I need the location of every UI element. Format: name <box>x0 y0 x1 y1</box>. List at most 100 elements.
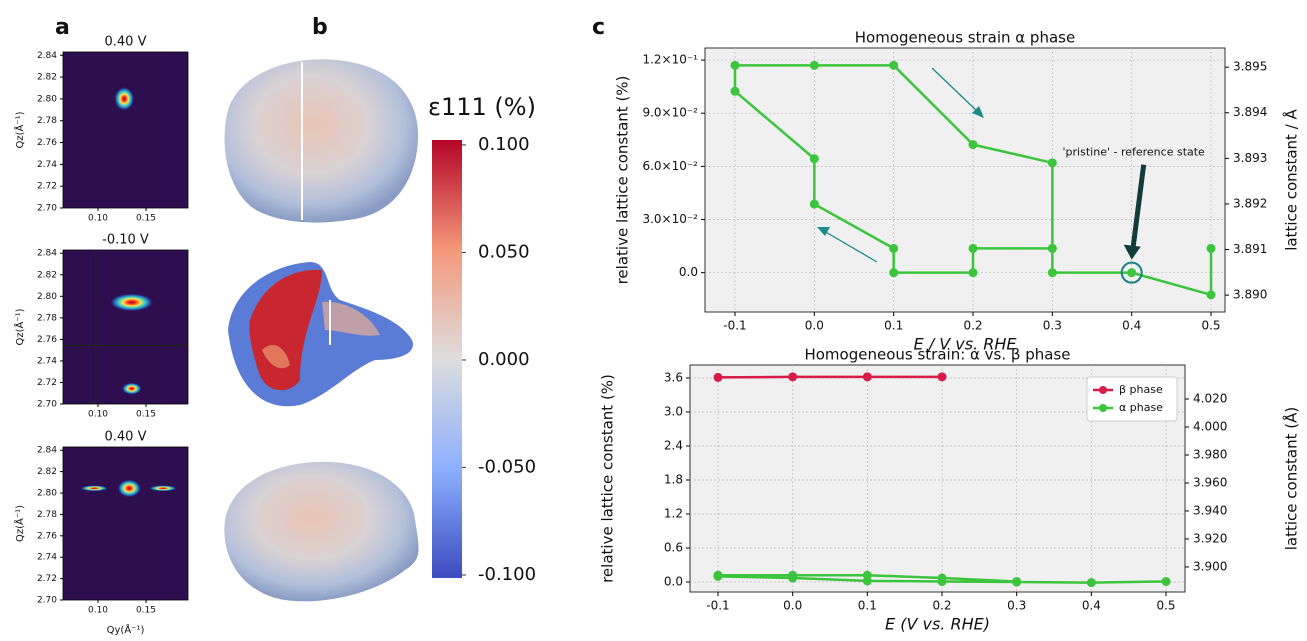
data-point <box>730 60 740 70</box>
data-point <box>1206 290 1216 300</box>
y-tick-label: 3.0×10⁻² <box>642 212 698 226</box>
y-tick-label: 2.74 <box>37 356 57 366</box>
y2-tick-label: 3.891 <box>1233 242 1267 256</box>
x-axis-label: E / V vs. RHE <box>914 335 1018 354</box>
chart-title: -0.10 V <box>102 233 149 248</box>
series-line <box>716 573 1167 584</box>
data-point <box>713 372 723 382</box>
y-tick-label: 3.0 <box>664 404 683 418</box>
plot-area <box>704 47 1226 313</box>
y2-axis-label: lattice constant (Å) <box>1282 407 1301 550</box>
data-point <box>1206 243 1216 253</box>
render-middle <box>228 262 413 407</box>
data-point <box>1047 158 1057 168</box>
y-tick-label: 1.2×10⁻¹ <box>642 53 698 67</box>
y-tick-label: 2.70 <box>37 204 57 214</box>
heatmap: 0.10 0.15 2.70 2.72 2.74 2.76 2.78 2.80 2.82 2.84 <box>37 446 189 616</box>
y2-tick-label: 4.000 <box>1193 419 1227 433</box>
chart-title: Homogeneous strain: α vs. β phase <box>804 346 1070 364</box>
x-tick-label: 0.15 <box>136 214 156 224</box>
colorbar-tick-label: -0.050 <box>478 456 536 477</box>
x-tick-label: 0.4 <box>1082 599 1101 613</box>
trend-arrowhead <box>972 106 984 118</box>
y-tick-label: 1.2 <box>664 507 683 521</box>
y-tick-label: 2.78 <box>37 116 57 126</box>
data-point <box>809 60 819 70</box>
y2-tick-label: 3.980 <box>1193 447 1227 461</box>
y-axis-label: Qz(Å⁻¹) <box>13 111 26 148</box>
legend-marker <box>1099 386 1107 394</box>
y-tick-label: 2.70 <box>37 596 57 606</box>
x-tick-label: 0.10 <box>88 606 108 616</box>
data-point <box>1047 268 1057 278</box>
data-point <box>889 268 899 278</box>
legend-box <box>1086 376 1178 422</box>
annotation: 'pristine' - reference state <box>1063 146 1206 159</box>
data-point <box>1047 243 1057 253</box>
x-axis-label: Qy(Å⁻¹) <box>107 623 145 636</box>
x-tick-label: 0.15 <box>136 606 156 616</box>
y2-tick-label: 3.894 <box>1233 105 1267 119</box>
annotation-arrow <box>1130 164 1147 251</box>
y-axis-label: relative lattice constant (%) <box>614 76 632 285</box>
y-tick-label: 2.72 <box>37 574 57 584</box>
diffraction-spot <box>80 485 109 492</box>
chart-title: 0.40 V <box>105 35 147 50</box>
render-top <box>224 59 419 223</box>
y-axis-label: relative lattice constant (%) <box>599 374 617 583</box>
data-point <box>937 576 947 586</box>
colorbar-tick-label: 0.100 <box>478 134 530 155</box>
y2-tick-label: 3.890 <box>1233 288 1267 302</box>
heatmap: 0.10 0.15 2.70 2.72 2.74 2.76 2.78 2.80 2.82 2.84 <box>37 249 189 420</box>
y-tick-label: 2.84 <box>37 249 57 259</box>
y-tick-label: 2.4 <box>664 438 683 452</box>
diffraction-spot <box>109 293 154 312</box>
data-point <box>730 86 740 96</box>
y-tick-label: 0.0 <box>664 575 683 589</box>
colorbar-label: ε111 (%) <box>428 93 536 121</box>
x-tick-label: 0.5 <box>1156 599 1175 613</box>
trend-arrowhead <box>817 227 830 236</box>
x-tick-label: 0.3 <box>1007 599 1026 613</box>
y-tick-label: 2.80 <box>37 94 57 104</box>
legend-marker <box>1099 404 1107 412</box>
y2-tick-label: 3.895 <box>1233 60 1267 74</box>
data-point <box>809 154 819 164</box>
x-tick-label: 0.1 <box>884 319 903 333</box>
panel-label: c <box>592 15 605 40</box>
y-tick-label: 2.74 <box>37 553 57 563</box>
y-tick-label: 2.72 <box>37 182 57 192</box>
data-point <box>968 268 978 278</box>
y-tick-label: 2.78 <box>37 313 57 323</box>
trend-arrow <box>931 67 979 113</box>
y-tick-label: 2.76 <box>37 335 57 345</box>
panel-label: a <box>55 15 70 40</box>
y-axis-label: Qz(Å⁻¹) <box>13 505 26 542</box>
y2-tick-label: 3.900 <box>1193 559 1227 573</box>
y-tick-label: 2.82 <box>37 270 57 280</box>
colorbar <box>432 140 462 578</box>
data-point <box>1161 576 1171 586</box>
y-tick-label: 9.0×10⁻² <box>642 106 698 120</box>
y-tick-label: 2.80 <box>37 292 57 302</box>
data-point <box>889 243 899 253</box>
x-tick-label: 0.10 <box>88 214 108 224</box>
y-tick-label: 1.8 <box>664 473 683 487</box>
data-point <box>809 199 819 209</box>
x-tick-label: 0.10 <box>88 410 108 420</box>
data-point <box>1127 268 1137 278</box>
y2-tick-label: 3.940 <box>1193 503 1227 517</box>
data-point <box>862 576 872 586</box>
y-tick-label: 2.82 <box>37 467 57 477</box>
x-tick-label: 0.1 <box>858 599 877 613</box>
panel-label: b <box>312 15 328 40</box>
legend-label: α phase <box>1119 401 1163 414</box>
y-tick-label: 0.0 <box>679 265 698 279</box>
heatmap: 0.10 0.15 2.70 2.72 2.74 2.76 2.78 2.80 2.82 2.84 <box>37 51 189 224</box>
x-tick-label: 0.0 <box>783 599 802 613</box>
legend-label: β phase <box>1119 383 1163 396</box>
heatmap-background <box>62 249 189 405</box>
x-tick-label: -0.1 <box>723 319 746 333</box>
data-point <box>889 60 899 70</box>
